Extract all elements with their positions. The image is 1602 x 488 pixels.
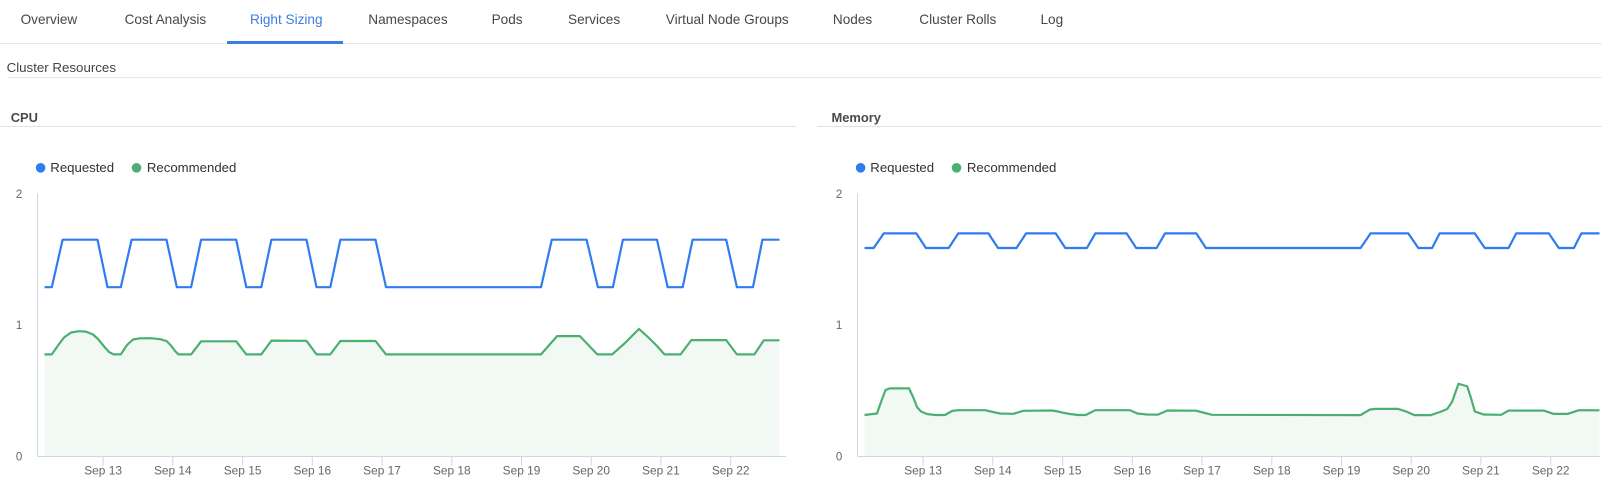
svg-text:1: 1 — [836, 320, 842, 332]
svg-text:Sep 21: Sep 21 — [1462, 464, 1500, 478]
svg-text:Requested: Requested — [870, 160, 934, 175]
svg-text:0: 0 — [16, 451, 22, 463]
svg-text:Sep 18: Sep 18 — [433, 464, 471, 478]
svg-text:Sep 19: Sep 19 — [1323, 464, 1361, 478]
svg-text:Sep 21: Sep 21 — [642, 464, 680, 478]
svg-text:0: 0 — [836, 451, 842, 463]
svg-text:Sep 20: Sep 20 — [1392, 464, 1430, 478]
svg-text:Sep 13: Sep 13 — [84, 464, 122, 478]
svg-text:Sep 17: Sep 17 — [363, 464, 401, 478]
svg-text:Sep 14: Sep 14 — [154, 464, 192, 478]
svg-text:Sep 16: Sep 16 — [293, 464, 331, 478]
svg-text:Sep 14: Sep 14 — [974, 464, 1012, 478]
svg-text:Sep 13: Sep 13 — [904, 464, 942, 478]
svg-text:Sep 18: Sep 18 — [1253, 464, 1291, 478]
svg-text:Sep 17: Sep 17 — [1183, 464, 1221, 478]
svg-text:2: 2 — [836, 189, 842, 201]
svg-text:Sep 16: Sep 16 — [1113, 464, 1151, 478]
svg-text:Sep 19: Sep 19 — [503, 464, 541, 478]
svg-text:Sep 15: Sep 15 — [1044, 464, 1082, 478]
svg-text:Sep 15: Sep 15 — [224, 464, 262, 478]
svg-text:Recommended: Recommended — [967, 160, 1056, 175]
svg-text:Sep 22: Sep 22 — [1532, 464, 1570, 478]
svg-text:2: 2 — [16, 189, 22, 201]
svg-text:Recommended: Recommended — [147, 160, 236, 175]
svg-text:Sep 22: Sep 22 — [712, 464, 750, 478]
svg-text:Requested: Requested — [50, 160, 114, 175]
svg-text:1: 1 — [16, 320, 22, 332]
svg-text:Sep 20: Sep 20 — [572, 464, 610, 478]
